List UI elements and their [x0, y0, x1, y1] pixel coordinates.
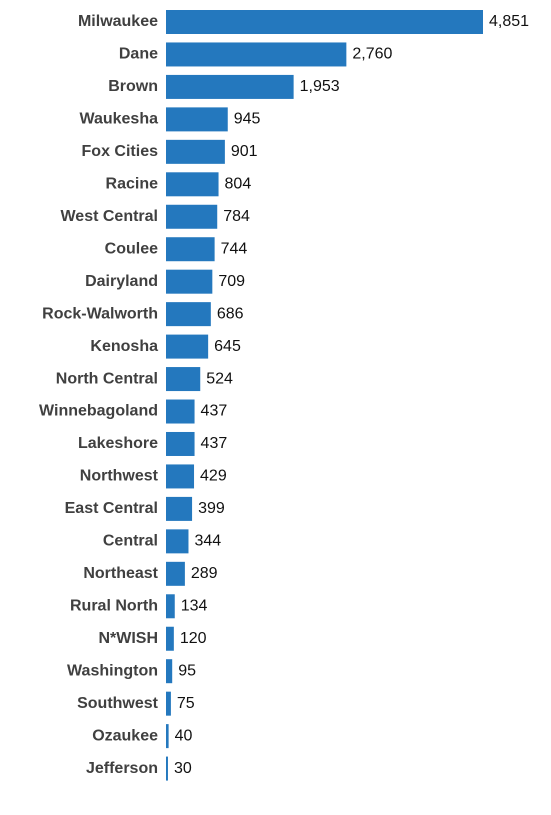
category-label: Coulee — [105, 240, 158, 257]
bar — [166, 529, 189, 554]
value-label: 437 — [201, 435, 228, 452]
category-label: Milwaukee — [78, 13, 158, 30]
category-label: Waukesha — [79, 111, 158, 128]
bar — [166, 496, 193, 521]
category-label: Fox Cities — [82, 143, 159, 160]
bar — [166, 724, 169, 749]
bar — [166, 10, 483, 34]
category-label: Northwest — [80, 468, 159, 485]
value-label: 429 — [200, 468, 227, 485]
bar — [166, 334, 209, 359]
bar — [166, 107, 228, 132]
category-label: Winnebagoland — [39, 403, 158, 420]
category-label: Southwest — [77, 695, 159, 712]
bar — [166, 204, 218, 229]
value-label: 134 — [181, 597, 208, 614]
value-label: 804 — [225, 176, 252, 193]
value-label: 744 — [221, 240, 248, 257]
bar — [166, 172, 219, 197]
category-label: Central — [103, 533, 158, 550]
value-label: 686 — [217, 305, 244, 322]
bar — [166, 237, 215, 262]
bar — [166, 139, 225, 164]
category-label: Ozaukee — [92, 727, 158, 744]
value-label: 30 — [174, 760, 192, 777]
bar — [166, 594, 175, 619]
bar — [166, 399, 195, 424]
category-label: Jefferson — [86, 760, 158, 777]
value-label: 437 — [201, 403, 228, 420]
value-label: 95 — [178, 662, 196, 679]
bar — [166, 302, 211, 327]
value-label: 399 — [198, 500, 225, 517]
category-label: Rock-Walworth — [42, 305, 158, 322]
value-label: 1,953 — [300, 78, 340, 95]
value-label: 784 — [223, 208, 250, 225]
value-label: 524 — [206, 370, 233, 387]
bar — [166, 431, 195, 456]
value-label: 645 — [214, 338, 241, 355]
bar — [166, 367, 201, 392]
category-label: Racine — [106, 176, 159, 193]
value-label: 901 — [231, 143, 258, 160]
value-label: 709 — [218, 273, 245, 290]
value-label: 2,760 — [352, 46, 392, 63]
category-label: Rural North — [70, 597, 158, 614]
bar — [166, 42, 347, 67]
bar — [166, 756, 168, 781]
bar — [166, 269, 213, 294]
category-label: East Central — [65, 500, 158, 517]
bar — [166, 691, 171, 716]
category-label: Lakeshore — [78, 435, 158, 452]
category-label: West Central — [60, 208, 158, 225]
category-label: Dairyland — [85, 273, 158, 290]
bar — [166, 561, 185, 586]
category-label: Brown — [108, 78, 158, 95]
category-label: Northeast — [83, 565, 158, 582]
category-label: Kenosha — [90, 338, 158, 355]
bar — [166, 659, 173, 684]
value-label: 4,851 — [489, 13, 529, 30]
value-label: 40 — [175, 727, 193, 744]
bar — [166, 464, 195, 489]
category-label: N*WISH — [98, 630, 158, 647]
bar — [166, 626, 174, 651]
value-label: 289 — [191, 565, 218, 582]
value-label: 344 — [194, 533, 221, 550]
value-label: 75 — [177, 695, 195, 712]
bar — [166, 74, 294, 99]
category-label: North Central — [56, 370, 158, 387]
value-label: 945 — [234, 111, 261, 128]
category-label: Dane — [119, 46, 158, 63]
category-label: Washington — [67, 662, 158, 679]
value-label: 120 — [180, 630, 207, 647]
